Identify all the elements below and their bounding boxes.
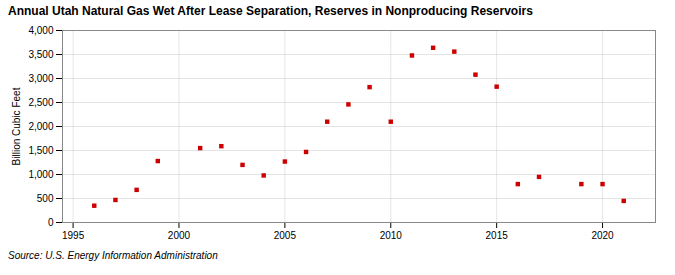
svg-text:500: 500 xyxy=(37,193,54,204)
svg-text:2,000: 2,000 xyxy=(28,121,53,132)
svg-text:2015: 2015 xyxy=(486,230,509,241)
svg-text:2,500: 2,500 xyxy=(28,97,53,108)
svg-text:2005: 2005 xyxy=(274,230,297,241)
svg-text:3,500: 3,500 xyxy=(28,49,53,60)
svg-text:2010: 2010 xyxy=(380,230,403,241)
svg-text:1,000: 1,000 xyxy=(28,169,53,180)
svg-text:0: 0 xyxy=(48,217,54,228)
svg-text:1995: 1995 xyxy=(62,230,85,241)
svg-text:Billion Cubic Feet: Billion Cubic Feet xyxy=(11,87,22,165)
svg-text:2020: 2020 xyxy=(591,230,614,241)
html-text:Source: U.S. Energy Informatio: Source: U.S. Energy Information Administ… xyxy=(8,250,218,261)
svg-text:2000: 2000 xyxy=(168,230,191,241)
svg-text:1,500: 1,500 xyxy=(28,145,53,156)
html-text:Annual Utah Natural Gas Wet Af: Annual Utah Natural Gas Wet After Lease … xyxy=(8,4,533,18)
svg-text:3,000: 3,000 xyxy=(28,73,53,84)
svg-text:4,000: 4,000 xyxy=(28,25,53,36)
